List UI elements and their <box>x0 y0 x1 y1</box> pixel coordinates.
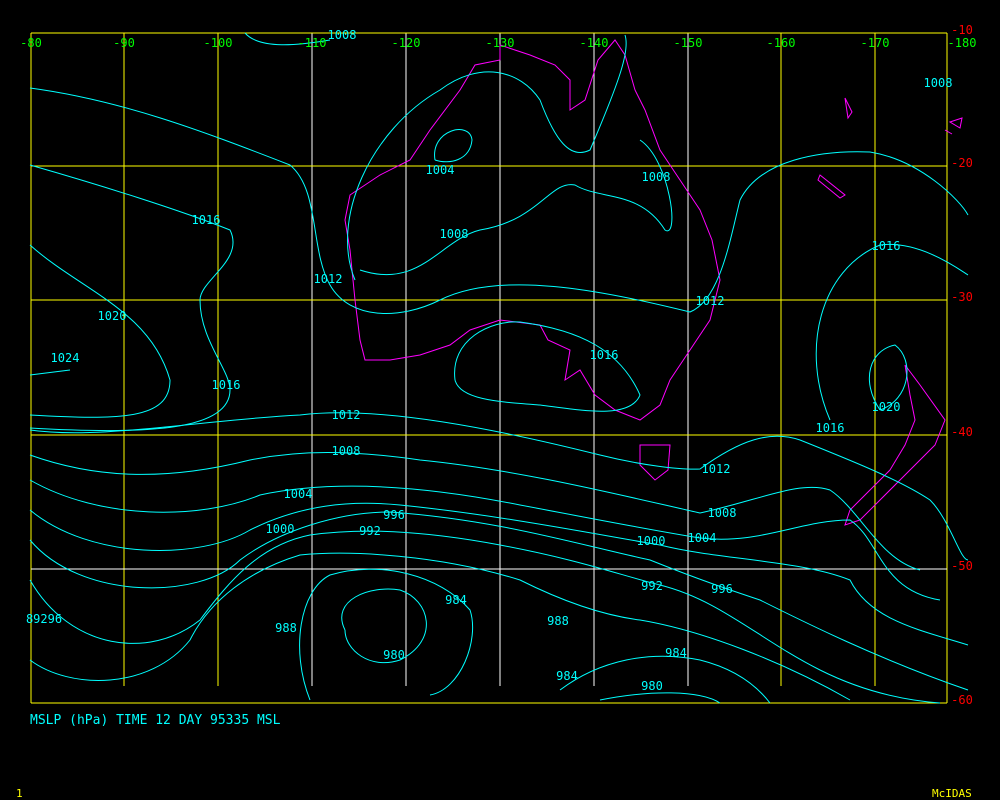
australia-coast <box>344 39 721 421</box>
contour-label: 1024 <box>51 351 80 365</box>
latitude-label: -40 <box>951 425 973 439</box>
longitude-label: -150 <box>674 36 703 50</box>
contour-labels: 1008 1008 1004 1008 1016 1008 1016 1012 1012 1020… <box>26 28 953 693</box>
isobar <box>599 692 721 704</box>
isobar <box>29 164 234 432</box>
isobar <box>454 321 641 412</box>
contour-label: 1008 <box>642 170 671 184</box>
isobar <box>29 452 921 571</box>
contour-label: 988 <box>547 614 569 628</box>
longitude-label: -180 <box>948 36 977 50</box>
longitude-labels: -80 -90 -100 -110 -120 -130 -140 -150 -160 -170 -1… <box>20 36 976 50</box>
frame-number: 1 <box>16 787 23 800</box>
isobar <box>29 369 71 376</box>
contour-label: 1004 <box>426 163 455 177</box>
contour-label: 1016 <box>192 213 221 227</box>
isobar <box>559 655 771 704</box>
latitude-label: -20 <box>951 156 973 170</box>
longitude-label: -110 <box>298 36 327 50</box>
isobar <box>299 568 474 701</box>
tasmania-coast <box>639 444 671 481</box>
contour-label: 1008 <box>332 444 361 458</box>
isobar <box>29 479 941 601</box>
longitude-label: -140 <box>580 36 609 50</box>
longitude-label: -120 <box>392 36 421 50</box>
isobar <box>29 530 941 704</box>
contour-label: 89296 <box>26 612 62 626</box>
contour-label: 988 <box>275 621 297 635</box>
contour-label: 1008 <box>440 227 469 241</box>
isobars <box>29 32 969 704</box>
contour-label: 980 <box>641 679 663 693</box>
contour-label: 1012 <box>696 294 725 308</box>
contour-label: 1008 <box>328 28 357 42</box>
isobar <box>29 412 969 561</box>
contour-label: 1016 <box>212 378 241 392</box>
lat-lon-grid <box>30 32 948 704</box>
contour-label: 1016 <box>872 239 901 253</box>
mcidas-brand: McIDAS <box>932 787 972 800</box>
latitude-label: -30 <box>951 290 973 304</box>
latitude-labels: -10 -20 -30 -40 -50 -60 <box>951 23 973 707</box>
contour-label: 1016 <box>816 421 845 435</box>
isobar <box>29 552 851 701</box>
isobar <box>29 511 969 691</box>
isobar <box>29 244 171 418</box>
contour-label: 1012 <box>332 408 361 422</box>
longitude-label: -100 <box>204 36 233 50</box>
longitude-label: -170 <box>861 36 890 50</box>
contour-label: 996 <box>383 508 405 522</box>
longitude-label: -130 <box>486 36 515 50</box>
contour-label: 984 <box>665 646 687 660</box>
longitude-label: -90 <box>113 36 135 50</box>
latitude-label: -10 <box>951 23 973 37</box>
contour-label: 1000 <box>637 534 666 548</box>
contour-label: 1004 <box>688 531 717 545</box>
isobar <box>29 502 969 646</box>
isobar <box>244 32 331 46</box>
coastlines <box>344 39 963 526</box>
map-caption: MSLP (hPa) TIME 12 DAY 95335 MSL <box>30 713 281 728</box>
contour-label: 996 <box>711 582 733 596</box>
contour-label: 1012 <box>702 462 731 476</box>
contour-label: 1020 <box>872 400 901 414</box>
contour-label: 1008 <box>924 76 953 90</box>
contour-label: 984 <box>445 593 467 607</box>
contour-label: 992 <box>359 524 381 538</box>
isobar <box>29 87 969 314</box>
isobar <box>341 588 427 664</box>
isobar <box>868 344 908 411</box>
latitude-label: -50 <box>951 559 973 573</box>
contour-label: 984 <box>556 669 578 683</box>
contour-label: 1000 <box>266 522 295 536</box>
contour-label: 980 <box>383 648 405 662</box>
isobar <box>359 139 673 276</box>
isobar <box>434 129 473 163</box>
island-coast <box>817 97 963 199</box>
longitude-label: -80 <box>20 36 42 50</box>
contour-label: 1012 <box>314 272 343 286</box>
contour-label: 1008 <box>708 506 737 520</box>
isobar <box>815 243 969 421</box>
new-zealand-coast <box>844 364 946 526</box>
longitude-label: -160 <box>767 36 796 50</box>
isobar <box>347 34 627 281</box>
contour-label: 992 <box>641 579 663 593</box>
contour-label: 1020 <box>98 309 127 323</box>
contour-label: 1004 <box>284 487 313 501</box>
contour-label: 1016 <box>590 348 619 362</box>
latitude-label: -60 <box>951 693 973 707</box>
